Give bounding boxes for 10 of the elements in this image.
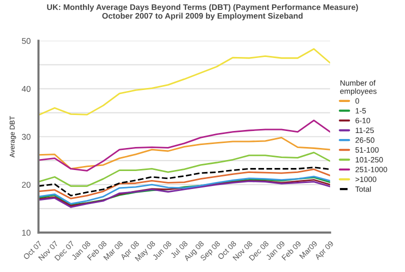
y-tick-label: 30: [22, 134, 31, 140]
y-tick-label: 40: [22, 86, 31, 92]
line-series: [38, 48, 330, 116]
y-tick-label: 50: [22, 38, 31, 44]
y-tick-label: 20: [22, 182, 31, 188]
chart-title: UK: Monthly Average Days Beyond Terms (DBT) (Payment Performance Measure) October 2007 to April 2009 by Employment Sizeband: [47, 4, 358, 20]
line-series: [38, 120, 330, 172]
line-series: [38, 152, 330, 187]
line-series: [38, 136, 330, 170]
y-tick-label: 10: [22, 230, 31, 236]
